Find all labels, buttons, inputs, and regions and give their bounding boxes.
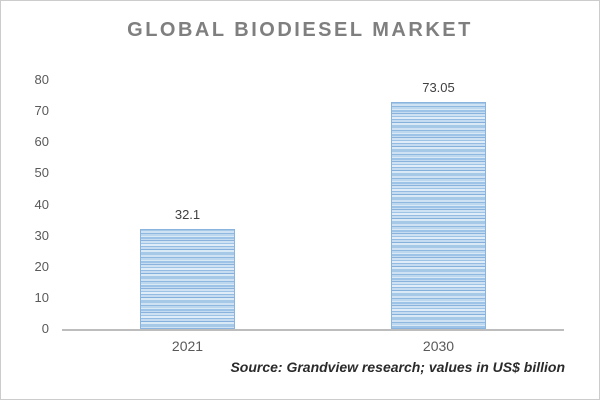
plot-area: 0 10 20 30 40 50 60 70 80 32.1 2021 73.05 2030 (35, 72, 564, 354)
x-axis-category-label: 2030 (422, 338, 455, 354)
x-axis-line (62, 329, 564, 331)
source-note: Source: Grandview research; values in US… (230, 359, 565, 375)
y-axis-tick-label: 30 (34, 227, 49, 243)
y-axis-tick-label: 50 (34, 165, 49, 181)
chart-title: GLOBAL BIODIESEL MARKET (127, 19, 473, 41)
y-axis-tick-label: 10 (34, 289, 49, 305)
y-axis-tick-label: 40 (34, 196, 49, 212)
y-axis-tick-label: 70 (34, 103, 49, 119)
x-axis-category-label: 2021 (171, 338, 204, 354)
y-axis-tick-label: 80 (34, 72, 49, 87)
y-axis-tick-label: 0 (41, 321, 49, 336)
y-axis-tick-label: 20 (34, 258, 49, 274)
bar-2021 (140, 229, 235, 329)
bar-2030 (391, 101, 486, 329)
bar-value-label: 32.1 (174, 207, 201, 223)
y-axis-tick-label: 60 (34, 134, 49, 150)
bar-value-label: 73.05 (422, 79, 455, 95)
